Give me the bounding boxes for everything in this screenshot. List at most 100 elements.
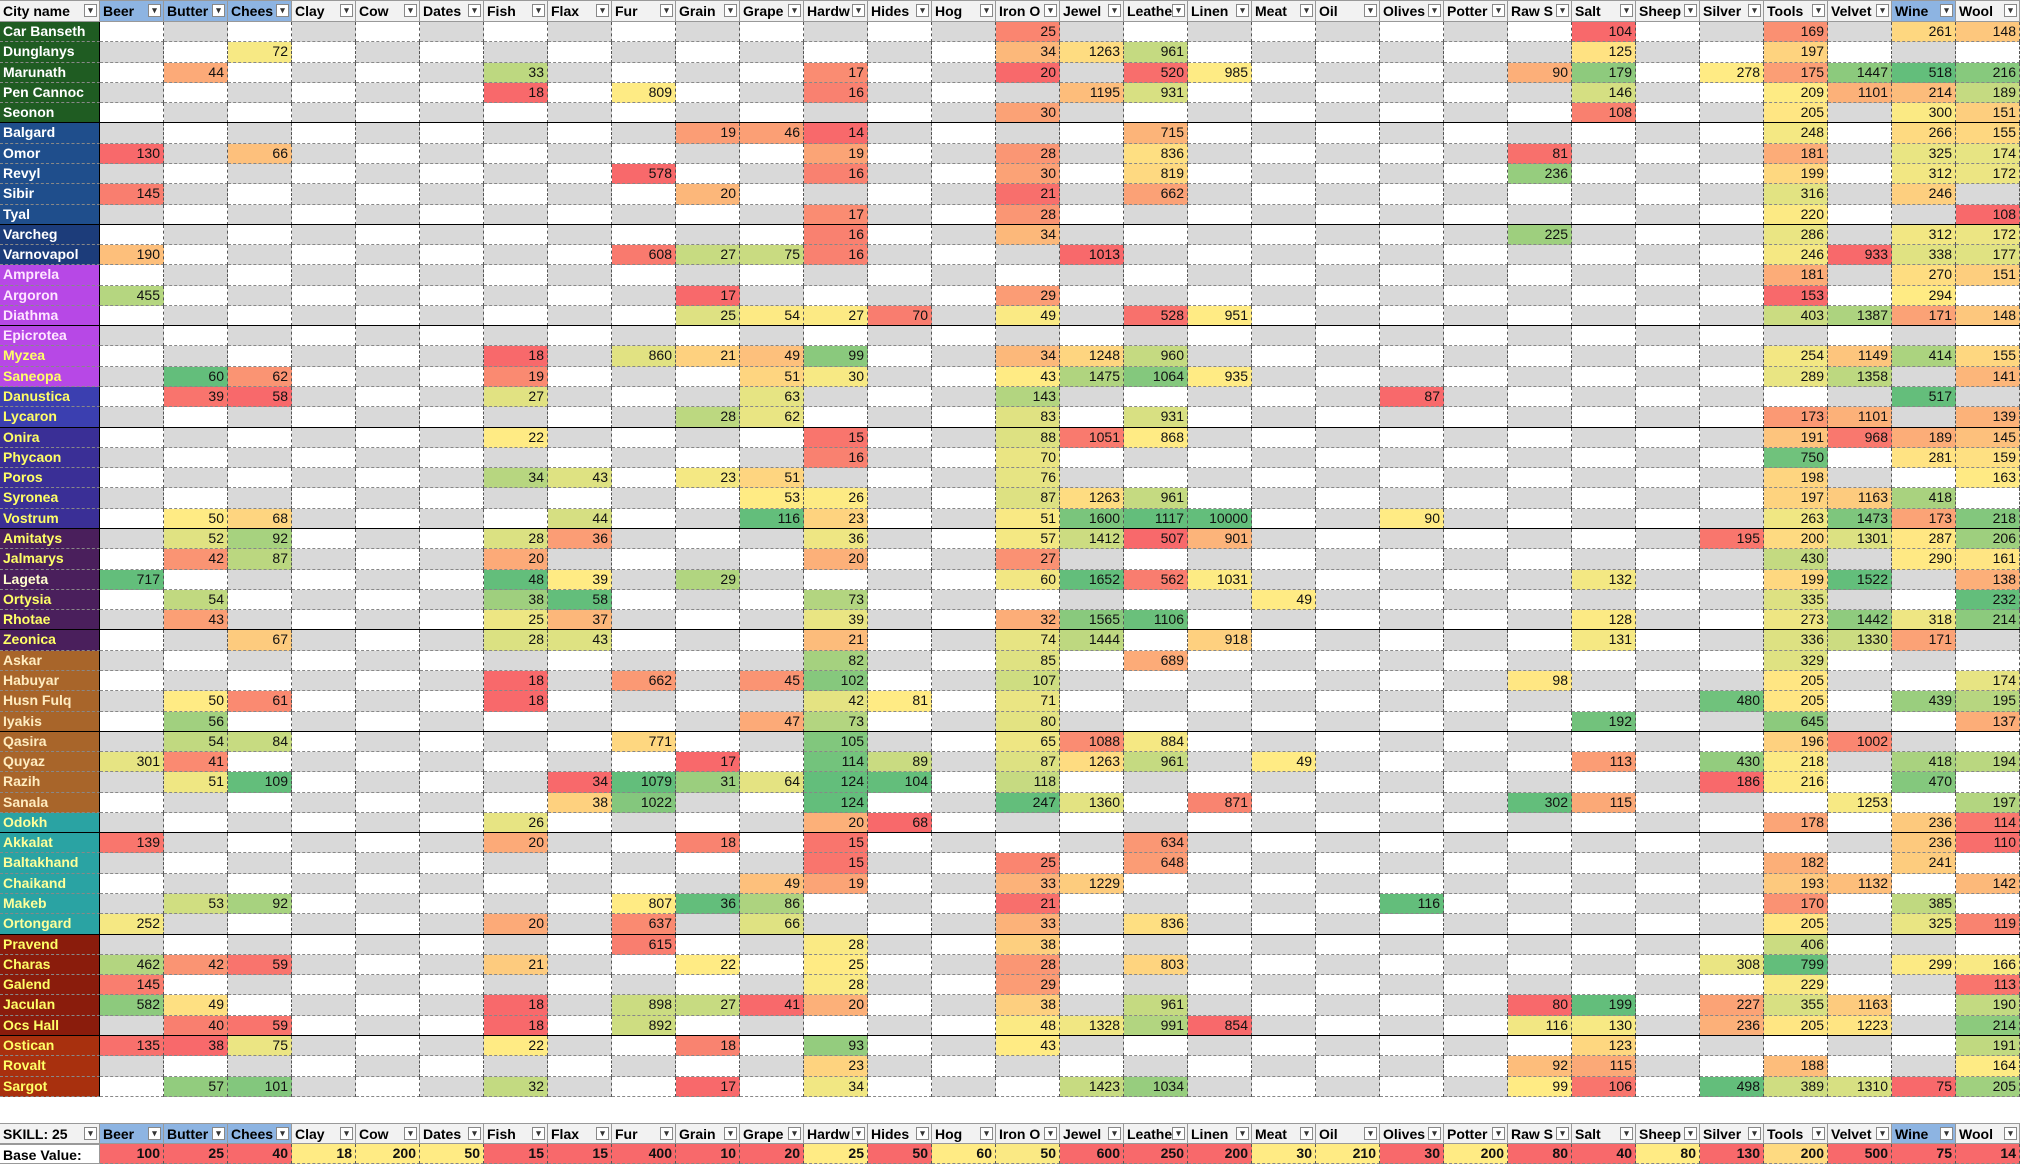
filter-dropdown[interactable]: ▾ — [724, 4, 737, 17]
skill-selector[interactable]: SKILL: 25 ▾ — [0, 1123, 100, 1144]
city-name: Seonon — [0, 103, 100, 124]
filter-dropdown[interactable]: ▾ — [788, 1127, 801, 1140]
filter-dropdown[interactable]: ▾ — [1300, 1127, 1313, 1140]
filter-dropdown[interactable]: ▾ — [1876, 1127, 1889, 1140]
empty-cell — [1316, 650, 1380, 671]
filter-dropdown[interactable]: ▾ — [532, 1127, 545, 1140]
filter-dropdown[interactable]: ▾ — [2004, 1127, 2017, 1140]
filter-dropdown[interactable]: ▾ — [788, 4, 801, 17]
empty-cell — [420, 245, 484, 266]
filter-dropdown[interactable]: ▾ — [276, 4, 289, 17]
value-cell: 518 — [1892, 62, 1956, 83]
filter-dropdown[interactable]: ▾ — [1876, 4, 1889, 17]
filter-dropdown[interactable]: ▾ — [916, 4, 929, 17]
filter-dropdown[interactable]: ▾ — [1748, 1127, 1761, 1140]
filter-dropdown[interactable]: ▾ — [980, 1127, 993, 1140]
filter-dropdown[interactable]: ▾ — [1172, 1127, 1185, 1140]
value-cell: 318 — [1892, 610, 1956, 631]
empty-cell — [292, 853, 356, 874]
filter-dropdown[interactable]: ▾ — [1492, 4, 1505, 17]
empty-cell — [1700, 975, 1764, 996]
empty-cell — [1636, 812, 1700, 834]
empty-cell — [1892, 731, 1956, 753]
empty-cell — [1188, 285, 1252, 306]
filter-dropdown[interactable]: ▾ — [1236, 4, 1249, 17]
filter-dropdown[interactable]: ▾ — [404, 4, 417, 17]
filter-dropdown[interactable]: ▾ — [1940, 4, 1953, 17]
filter-dropdown[interactable]: ▾ — [84, 1127, 97, 1140]
column-header: Fish ▾ — [484, 1123, 548, 1144]
filter-dropdown[interactable]: ▾ — [1364, 1127, 1377, 1140]
filter-dropdown[interactable]: ▾ — [1428, 4, 1441, 17]
filter-dropdown[interactable]: ▾ — [1684, 1127, 1697, 1140]
filter-dropdown[interactable]: ▾ — [468, 4, 481, 17]
empty-cell — [868, 22, 932, 43]
filter-dropdown[interactable]: ▾ — [1044, 4, 1057, 17]
filter-dropdown[interactable]: ▾ — [1428, 1127, 1441, 1140]
filter-dropdown[interactable]: ▾ — [1620, 1127, 1633, 1140]
empty-cell — [1124, 103, 1188, 124]
filter-dropdown[interactable]: ▾ — [1172, 4, 1185, 17]
filter-dropdown[interactable]: ▾ — [468, 1127, 481, 1140]
filter-dropdown[interactable]: ▾ — [148, 1127, 161, 1140]
filter-dropdown[interactable]: ▾ — [1940, 1127, 1953, 1140]
city-name: Akkalat — [0, 833, 100, 854]
empty-cell — [1572, 285, 1636, 306]
filter-dropdown[interactable]: ▾ — [276, 1127, 289, 1140]
empty-cell — [740, 1015, 804, 1036]
empty-cell — [228, 305, 292, 327]
filter-dropdown[interactable]: ▾ — [148, 4, 161, 17]
filter-dropdown[interactable]: ▾ — [1364, 4, 1377, 17]
value-cell: 819 — [1124, 163, 1188, 185]
filter-dropdown[interactable]: ▾ — [852, 4, 865, 17]
empty-cell — [548, 1076, 612, 1097]
filter-dropdown[interactable]: ▾ — [532, 4, 545, 17]
filter-dropdown[interactable]: ▾ — [1812, 4, 1825, 17]
filter-dropdown[interactable]: ▾ — [340, 4, 353, 17]
empty-cell — [228, 265, 292, 286]
empty-cell — [1380, 954, 1444, 976]
filter-dropdown[interactable]: ▾ — [852, 1127, 865, 1140]
empty-cell — [1060, 894, 1124, 915]
filter-dropdown[interactable]: ▾ — [1556, 4, 1569, 17]
filter-dropdown[interactable]: ▾ — [84, 4, 97, 17]
value-cell: 75 — [228, 1036, 292, 1057]
filter-dropdown[interactable]: ▾ — [340, 1127, 353, 1140]
filter-dropdown[interactable]: ▾ — [916, 1127, 929, 1140]
filter-dropdown[interactable]: ▾ — [1620, 4, 1633, 17]
empty-cell — [1316, 995, 1380, 1016]
filter-dropdown[interactable]: ▾ — [1044, 1127, 1057, 1140]
filter-dropdown[interactable]: ▾ — [660, 4, 673, 17]
filter-dropdown[interactable]: ▾ — [404, 1127, 417, 1140]
value-cell: 1117 — [1124, 508, 1188, 529]
filter-dropdown[interactable]: ▾ — [1300, 4, 1313, 17]
empty-cell — [676, 143, 740, 164]
filter-dropdown[interactable]: ▾ — [212, 1127, 225, 1140]
empty-cell — [1636, 772, 1700, 793]
value-cell: 37 — [548, 610, 612, 631]
filter-dropdown[interactable]: ▾ — [980, 4, 993, 17]
filter-dropdown[interactable]: ▾ — [212, 4, 225, 17]
filter-dropdown[interactable]: ▾ — [1556, 1127, 1569, 1140]
filter-dropdown[interactable]: ▾ — [1684, 4, 1697, 17]
filter-dropdown[interactable]: ▾ — [2004, 4, 2017, 17]
value-cell: 92 — [1508, 1056, 1572, 1077]
filter-dropdown[interactable]: ▾ — [1236, 1127, 1249, 1140]
filter-dropdown[interactable]: ▾ — [1492, 1127, 1505, 1140]
filter-dropdown[interactable]: ▾ — [1108, 1127, 1121, 1140]
value-cell: 43 — [164, 610, 228, 631]
filter-dropdown[interactable]: ▾ — [596, 4, 609, 17]
filter-dropdown[interactable]: ▾ — [724, 1127, 737, 1140]
filter-dropdown[interactable]: ▾ — [596, 1127, 609, 1140]
empty-cell — [740, 731, 804, 753]
empty-cell — [1380, 427, 1444, 448]
filter-dropdown[interactable]: ▾ — [1812, 1127, 1825, 1140]
empty-cell — [356, 427, 420, 448]
empty-cell — [164, 975, 228, 996]
empty-cell — [356, 123, 420, 144]
empty-cell — [1956, 894, 2020, 915]
filter-dropdown[interactable]: ▾ — [1108, 4, 1121, 17]
empty-cell — [612, 103, 676, 124]
filter-dropdown[interactable]: ▾ — [660, 1127, 673, 1140]
filter-dropdown[interactable]: ▾ — [1748, 4, 1761, 17]
